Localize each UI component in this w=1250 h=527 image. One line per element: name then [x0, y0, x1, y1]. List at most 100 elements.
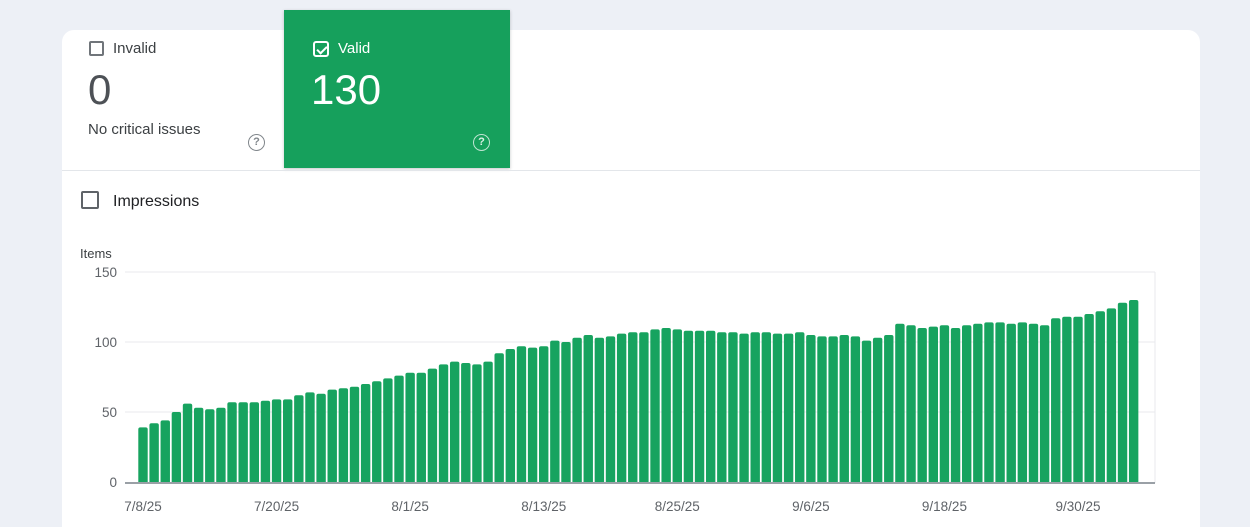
chart-bar[interactable] [260, 400, 271, 482]
chart-bar[interactable] [205, 409, 215, 482]
chart-bar[interactable] [461, 363, 471, 482]
chart-bar[interactable] [271, 399, 282, 482]
chart-bar[interactable] [539, 346, 549, 482]
invalid-help-icon[interactable]: ? [248, 134, 265, 151]
chart-bar[interactable] [694, 330, 705, 482]
chart-bar[interactable] [349, 386, 360, 482]
chart-bar[interactable] [1028, 323, 1039, 482]
chart-bar[interactable] [238, 402, 248, 482]
chart-bar[interactable] [449, 361, 460, 482]
invalid-label: Invalid [113, 40, 157, 57]
chart-bar[interactable] [405, 372, 415, 482]
chart-bar[interactable] [705, 330, 716, 482]
chart-bar[interactable] [850, 336, 861, 482]
chart-bar[interactable] [973, 323, 983, 482]
chart-bar[interactable] [1039, 325, 1050, 482]
chart-bar[interactable] [895, 323, 905, 482]
chart-bar[interactable] [1106, 308, 1117, 482]
chart-bar[interactable] [661, 328, 671, 482]
chart-bar[interactable] [171, 412, 182, 482]
chart-bar[interactable] [884, 335, 894, 482]
chart-bar[interactable] [483, 361, 493, 482]
chart-bar[interactable] [1095, 311, 1105, 482]
chart-bar[interactable] [739, 333, 749, 482]
chart-bar[interactable] [494, 353, 504, 482]
chart-bar[interactable] [995, 322, 1005, 482]
valid-status-card[interactable] [284, 10, 510, 168]
chart-bar[interactable] [984, 322, 994, 482]
impressions-checkbox[interactable] [81, 191, 99, 209]
chart-bar[interactable] [193, 407, 204, 482]
chart-bar[interactable] [583, 335, 593, 482]
chart-bar[interactable] [1117, 302, 1128, 482]
chart-bar[interactable] [505, 349, 516, 482]
valid-label: Valid [338, 40, 371, 57]
chart-bar[interactable] [427, 368, 438, 482]
chart-bar[interactable] [939, 325, 950, 482]
chart-bar[interactable] [828, 336, 838, 482]
chart-bar[interactable] [761, 332, 772, 482]
valid-help-icon[interactable]: ? [473, 134, 490, 151]
chart-bar[interactable] [249, 402, 260, 482]
chart-bar[interactable] [628, 332, 638, 482]
chart-bar[interactable] [294, 395, 304, 482]
chart-bar[interactable] [1051, 318, 1061, 482]
chart-bar[interactable] [550, 340, 560, 482]
chart-bar[interactable] [639, 332, 649, 482]
chart-bar[interactable] [416, 372, 426, 482]
chart-bar[interactable] [1062, 316, 1072, 482]
chart-bar[interactable] [1073, 316, 1083, 482]
chart-bar[interactable] [327, 389, 337, 482]
chart-bar[interactable] [683, 330, 694, 482]
chart-bar[interactable] [817, 336, 827, 482]
chart-bar[interactable] [650, 329, 660, 482]
chart-bar[interactable] [717, 332, 727, 482]
chart-bar[interactable] [360, 384, 371, 482]
chart-bar[interactable] [839, 335, 849, 482]
chart-bar[interactable] [772, 333, 783, 482]
chart-bar[interactable] [182, 403, 193, 482]
chart-bar[interactable] [338, 388, 349, 482]
chart-bar[interactable] [1017, 322, 1028, 482]
chart-bar[interactable] [227, 402, 237, 482]
chart-bar[interactable] [928, 326, 939, 482]
chart-bar[interactable] [672, 329, 682, 482]
chart-bar[interactable] [149, 423, 159, 482]
chart-bar[interactable] [594, 337, 605, 482]
chart-bar[interactable] [316, 393, 326, 482]
chart-bar[interactable] [160, 420, 170, 482]
chart-bar[interactable] [516, 346, 527, 482]
invalid-checkbox[interactable] [89, 41, 104, 56]
chart-bar[interactable] [572, 337, 582, 482]
x-tick-label: 9/30/25 [1055, 499, 1100, 514]
chart-bar[interactable] [438, 364, 449, 482]
chart-bar[interactable] [605, 336, 616, 482]
chart-bar[interactable] [527, 347, 538, 482]
chart-bar[interactable] [906, 325, 916, 482]
x-tick-label: 7/8/25 [124, 499, 162, 514]
chart-bar[interactable] [728, 332, 738, 482]
chart-bar[interactable] [950, 328, 961, 482]
chart-bar[interactable] [472, 364, 482, 482]
chart-bar[interactable] [1084, 314, 1094, 482]
chart-bar[interactable] [783, 333, 794, 482]
chart-bar[interactable] [806, 335, 816, 482]
chart-bar[interactable] [917, 328, 927, 482]
chart-bar[interactable] [861, 340, 872, 482]
chart-bar[interactable] [305, 392, 315, 482]
chart-bar[interactable] [961, 325, 972, 482]
chart-bar[interactable] [283, 399, 293, 482]
chart-bar[interactable] [616, 333, 627, 482]
chart-bar[interactable] [1006, 323, 1016, 482]
chart-bar[interactable] [394, 375, 404, 482]
valid-checkbox[interactable] [313, 41, 329, 57]
chart-bar[interactable] [138, 427, 148, 482]
chart-bar[interactable] [1128, 300, 1139, 482]
chart-bar[interactable] [795, 332, 805, 482]
chart-bar[interactable] [216, 407, 226, 482]
chart-bar[interactable] [372, 381, 382, 482]
chart-bar[interactable] [561, 342, 571, 482]
chart-bar[interactable] [750, 332, 760, 482]
chart-bar[interactable] [383, 378, 393, 482]
chart-bar[interactable] [872, 337, 883, 482]
